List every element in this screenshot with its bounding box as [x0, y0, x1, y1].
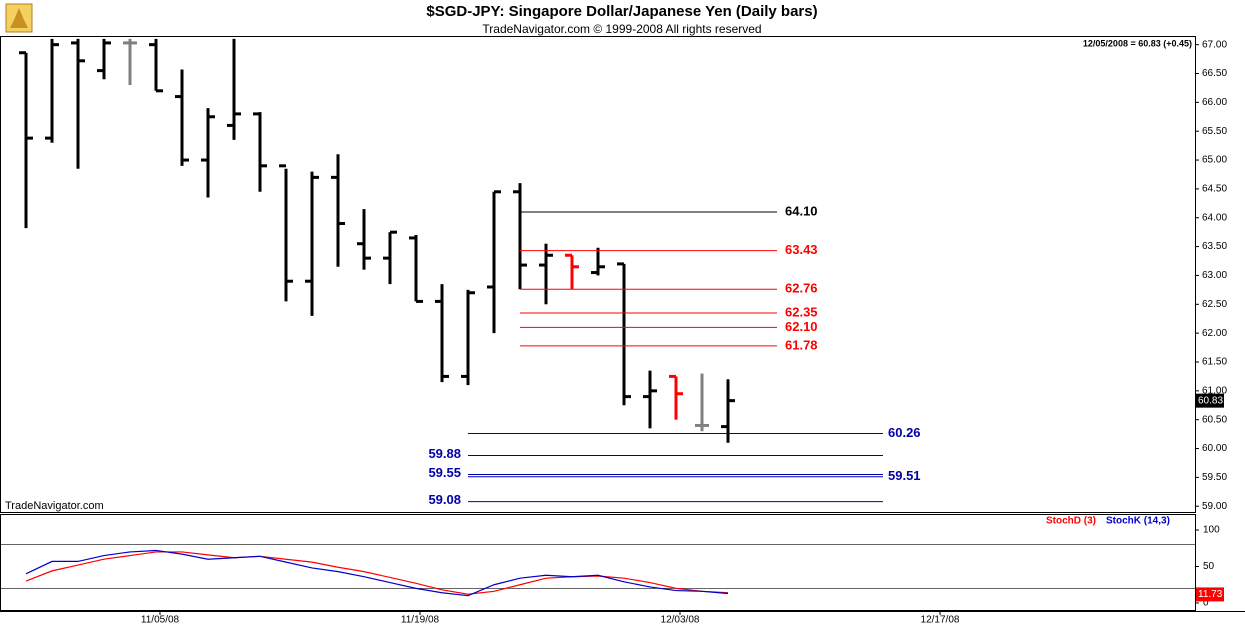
stoch-line	[25, 549, 729, 597]
logo	[5, 3, 33, 33]
fib-level-label: 62.76	[785, 281, 818, 296]
last-value-label: 60.83	[1198, 395, 1223, 406]
y-tick-label: 63.00	[1202, 270, 1227, 281]
chart-subtitle: TradeNavigator.com © 1999-2008 All right…	[482, 22, 761, 36]
stoch-tick-label: 50	[1203, 561, 1215, 572]
fib-level-label: 62.35	[785, 304, 818, 319]
stoch-panel	[0, 514, 1196, 611]
support-level-label: 59.88	[428, 446, 461, 461]
y-tick-label: 64.00	[1202, 212, 1227, 223]
legend-entry: StochD (3)	[1046, 516, 1096, 527]
support-level-label: 60.26	[888, 425, 921, 440]
price-panel	[0, 36, 1196, 513]
y-tick-label: 65.00	[1202, 155, 1227, 166]
logo-icon	[10, 8, 28, 28]
stoch-line	[25, 551, 729, 595]
last-value-box	[1196, 393, 1224, 408]
x-tick-label: 12/03/08	[661, 615, 700, 626]
chart-title: $SGD-JPY: Singapore Dollar/Japanese Yen …	[426, 3, 817, 20]
support-level-label: 59.55	[428, 465, 461, 480]
y-tick-label: 61.00	[1202, 385, 1227, 396]
x-tick-label: 11/19/08	[401, 615, 440, 626]
fib-level-label: 64.10	[785, 203, 818, 218]
y-tick-label: 59.00	[1202, 501, 1227, 512]
fib-level-label: 62.10	[785, 319, 818, 334]
y-tick-label: 67.00	[1202, 39, 1227, 50]
y-tick-label: 62.50	[1202, 299, 1227, 310]
y-tick-label: 64.50	[1202, 184, 1227, 195]
y-tick-label: 63.50	[1202, 241, 1227, 252]
stoch-last-label: 11.73	[1198, 589, 1223, 600]
y-tick-label: 60.50	[1202, 414, 1227, 425]
y-tick-label: 62.00	[1202, 328, 1227, 339]
y-tick-label: 65.50	[1202, 126, 1227, 137]
x-tick-label: 11/05/08	[141, 615, 180, 626]
y-tick-label: 60.00	[1202, 443, 1227, 454]
stoch-last-box	[1196, 587, 1224, 602]
y-tick-label: 66.50	[1202, 68, 1227, 79]
stoch-tick-label: 0	[1203, 598, 1209, 609]
x-tick-label: 12/17/08	[921, 615, 960, 626]
y-tick-label: 61.50	[1202, 357, 1227, 368]
watermark: TradeNavigator.com	[5, 500, 104, 512]
fib-level-label: 63.43	[785, 242, 818, 257]
y-tick-label: 59.50	[1202, 472, 1227, 483]
stoch-tick-label: 100	[1203, 525, 1220, 536]
support-level-label: 59.08	[428, 492, 461, 507]
last-label: 12/05/2008 = 60.83 (+0.45)	[1083, 38, 1192, 48]
fib-level-label: 61.78	[785, 337, 818, 352]
legend-entry: StochK (14,3)	[1106, 516, 1170, 527]
support-level-label: 59.51	[888, 468, 921, 483]
y-tick-label: 66.00	[1202, 97, 1227, 108]
